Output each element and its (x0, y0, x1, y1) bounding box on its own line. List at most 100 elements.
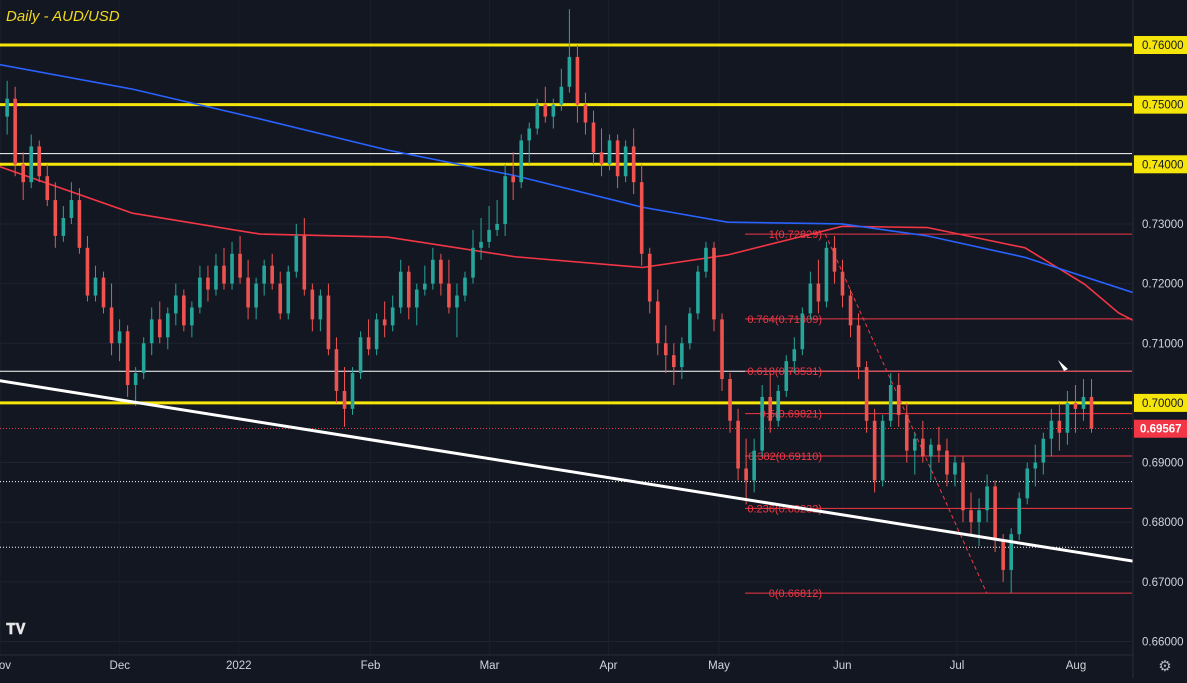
level-price-tag (1134, 155, 1187, 174)
candle-body (390, 307, 395, 326)
candle-body (222, 265, 226, 284)
candle-body (559, 86, 564, 105)
candle-body (85, 247, 90, 296)
candle-body (1033, 462, 1038, 469)
x-tick-label: Aug (1066, 660, 1086, 672)
candle-body (551, 104, 556, 117)
candle-body (382, 319, 387, 326)
candle-body (688, 313, 692, 344)
level-price-tag-label: 0.76000 (1142, 40, 1184, 52)
candle-body (69, 200, 74, 218)
candle-body (406, 271, 411, 308)
y-tick-label: 0.69000 (1142, 458, 1184, 470)
candle-body (29, 146, 34, 183)
candle-body (993, 486, 997, 541)
candle-body (1041, 438, 1046, 463)
candle-body (198, 277, 202, 308)
settings-gear-icon[interactable]: ⚙ (1158, 657, 1172, 675)
candle-body (358, 337, 363, 374)
candle-body (294, 235, 299, 272)
candle-body (93, 277, 98, 296)
y-tick-label: 0.73000 (1142, 219, 1184, 231)
x-tick-label: May (708, 660, 730, 672)
candle-body (447, 283, 451, 308)
candle-body (214, 265, 218, 290)
level-price-tag (1134, 393, 1187, 412)
candle-body (929, 444, 933, 457)
candle-body (599, 152, 604, 165)
level-price-tag-label: 0.70000 (1142, 398, 1184, 410)
y-tick-label: 0.67000 (1142, 577, 1184, 589)
candle-body (423, 283, 427, 290)
current-price-tag (1134, 419, 1187, 438)
x-tick-label: Mar (480, 660, 500, 672)
candle-body (270, 265, 274, 284)
candle-body (398, 271, 403, 308)
candle-body (310, 289, 315, 320)
candle-body (856, 325, 861, 368)
candle-body (431, 259, 435, 284)
fib-level-label: 0.236(0.68232) (747, 503, 822, 515)
candle-body (439, 259, 443, 284)
candle-body (583, 104, 588, 123)
candle-body (455, 295, 459, 308)
candle-body (776, 390, 781, 421)
candle-body (848, 295, 853, 326)
x-tick-label: 2022 (226, 660, 252, 672)
candle-body (977, 510, 981, 523)
candle-body (302, 235, 307, 290)
candle-body (503, 176, 507, 224)
candle-body (1049, 420, 1054, 439)
candle-body (77, 200, 82, 248)
candle-body (824, 247, 829, 302)
candle-body (254, 283, 258, 308)
candle-body (487, 229, 491, 242)
candle-body (125, 331, 130, 386)
candle-body (318, 295, 323, 320)
level-price-tag-label: 0.74000 (1142, 159, 1184, 171)
candle-body (832, 247, 837, 272)
candle-body (680, 343, 684, 368)
candle-body (374, 319, 379, 350)
candle-body (366, 337, 371, 350)
candle-body (13, 98, 17, 165)
moving-average-line (0, 165, 1158, 334)
candle-body (543, 104, 548, 117)
candle-body (816, 283, 821, 302)
candle-body (334, 349, 339, 391)
y-tick-label: 0.71000 (1142, 338, 1184, 350)
candle-body (888, 385, 893, 421)
candle-body (1081, 396, 1086, 409)
candle-body (937, 444, 941, 451)
candle-body (495, 223, 499, 230)
candle-body (141, 343, 146, 374)
candle-body (1065, 402, 1070, 433)
x-tick-label: Dec (110, 660, 131, 672)
candle-body (149, 319, 154, 344)
candle-body (792, 349, 797, 362)
fib-level-label: 0.5(0.69821) (760, 409, 822, 421)
candle-body (53, 200, 58, 236)
candle-body (961, 462, 965, 511)
candle-body (904, 414, 909, 451)
y-tick-label: 0.72000 (1142, 279, 1184, 291)
candle-body (21, 164, 25, 183)
candle-body (165, 313, 170, 338)
candle-body (840, 271, 845, 296)
candle-body (479, 241, 483, 248)
x-tick-label: Jul (950, 660, 965, 672)
y-tick-label: 0.68000 (1142, 517, 1184, 529)
candle-body (808, 283, 813, 314)
candle-body (655, 301, 660, 344)
candle-body (921, 438, 925, 457)
candle-body (720, 319, 724, 380)
candle-body (567, 56, 572, 87)
candle-body (736, 420, 740, 469)
x-tick-label: Nov (0, 660, 11, 672)
candle-body (109, 307, 114, 344)
candle-body (985, 486, 989, 511)
candle-body (206, 277, 210, 290)
candle-body (262, 265, 266, 284)
